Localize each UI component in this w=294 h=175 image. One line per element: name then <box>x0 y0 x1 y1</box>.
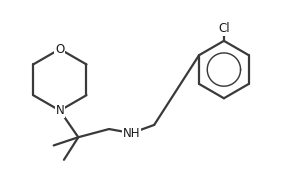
Text: NH: NH <box>123 127 140 140</box>
Text: N: N <box>56 104 64 117</box>
Text: O: O <box>55 43 64 55</box>
Text: Cl: Cl <box>218 22 230 35</box>
